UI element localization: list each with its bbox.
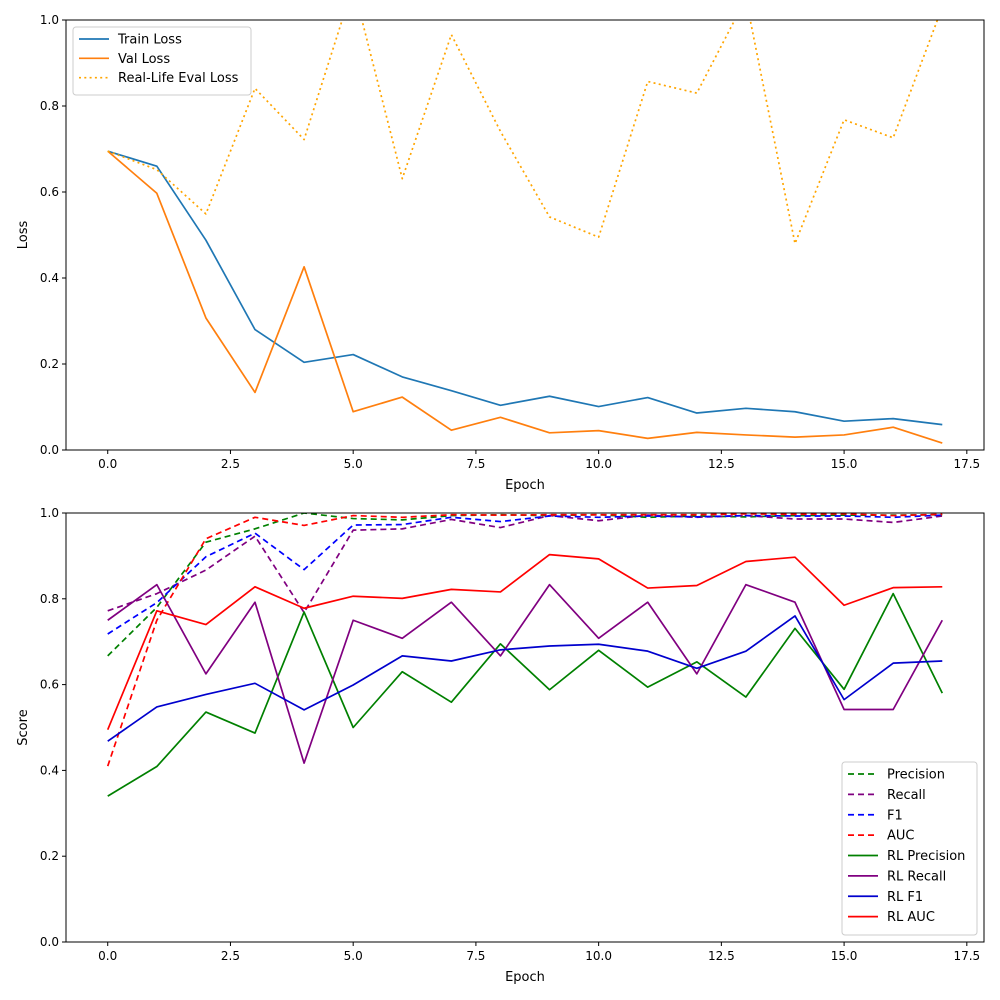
legend-box (841, 761, 978, 936)
x-tick-label: 10.0 (585, 457, 612, 471)
legend-box (72, 26, 252, 96)
x-tick-label: 7.5 (466, 457, 485, 471)
chart-1: 0.0 2.5 5.0 7.5 10.0 12.5 15.0 17.5 0.0 0.2 0.4 0.6… (16, 13, 985, 493)
legend-label: RL Recall (887, 869, 946, 884)
y-axis-label: Loss (16, 221, 31, 250)
x-tick-label: 0.0 (98, 949, 117, 963)
y-tick-label: 0.2 (40, 849, 59, 863)
series-line-rl-f1 (107, 615, 943, 742)
legend-label: Precision (887, 768, 945, 783)
y-tick-label: 0.0 (40, 443, 59, 457)
y-tick-label: 0.8 (40, 99, 59, 113)
y-tick-label: 1.0 (40, 506, 59, 520)
chart-2: 0.0 2.5 5.0 7.5 10.0 12.5 15.0 17.5 0.0 0.2 0.4 0.6… (16, 506, 985, 985)
series-group (106, 513, 944, 797)
series-line-val-loss (107, 150, 943, 444)
x-tick-label: 5.0 (344, 949, 363, 963)
x-tick-label: 2.5 (221, 457, 240, 471)
y-tick-label: 0.6 (40, 678, 59, 692)
y-tick-label: 1.0 (40, 13, 59, 27)
series-line-rl-auc (106, 553, 943, 730)
y-tick-label: 0.6 (40, 185, 59, 199)
axes-frame (65, 19, 985, 451)
x-tick-label: 15.0 (831, 949, 858, 963)
legend-label: RL Precision (887, 849, 965, 864)
y-tick-label: 0.0 (40, 935, 59, 949)
legend-label: AUC (887, 829, 915, 844)
legend-label: F1 (887, 808, 903, 823)
x-tick-label: 10.0 (585, 949, 612, 963)
x-tick-label: 17.5 (953, 457, 980, 471)
legend-label: Val Loss (118, 52, 170, 67)
series-line-auc (106, 513, 943, 767)
legend-label: Train Loss (117, 33, 182, 48)
y-tick-label: 0.4 (40, 763, 59, 777)
series-line-rl-precision (107, 592, 944, 797)
y-axis-label: Score (16, 709, 31, 745)
series-line-f1 (107, 514, 943, 635)
legend-label: Recall (887, 788, 926, 803)
x-tick-label: 5.0 (344, 457, 363, 471)
legend-label: RL F1 (887, 890, 923, 905)
x-axis-label: Epoch (505, 478, 545, 493)
x-axis-label: Epoch (505, 970, 545, 985)
series-group (107, 20, 943, 444)
axes-frame (65, 512, 985, 943)
legend-label: RL AUC (887, 910, 935, 925)
series-line-rl-recall (107, 583, 944, 764)
x-tick-label: 15.0 (831, 457, 858, 471)
y-tick-label: 0.8 (40, 592, 59, 606)
x-tick-label: 0.0 (98, 457, 117, 471)
x-tick-label: 17.5 (953, 949, 980, 963)
x-tick-label: 12.5 (708, 457, 735, 471)
x-tick-label: 7.5 (466, 949, 485, 963)
legend: Precision Recall F1 AUC RL Precision RL Recal… (841, 761, 978, 936)
y-tick-label: 0.2 (40, 357, 59, 371)
legend-label: Real-Life Eval Loss (118, 71, 239, 86)
x-tick-label: 12.5 (708, 949, 735, 963)
series-line-train-loss (107, 150, 943, 426)
x-tick-label: 2.5 (221, 949, 240, 963)
legend: Train Loss Val Loss Real-Life Eval Loss (72, 26, 252, 96)
y-tick-label: 0.4 (40, 271, 59, 285)
